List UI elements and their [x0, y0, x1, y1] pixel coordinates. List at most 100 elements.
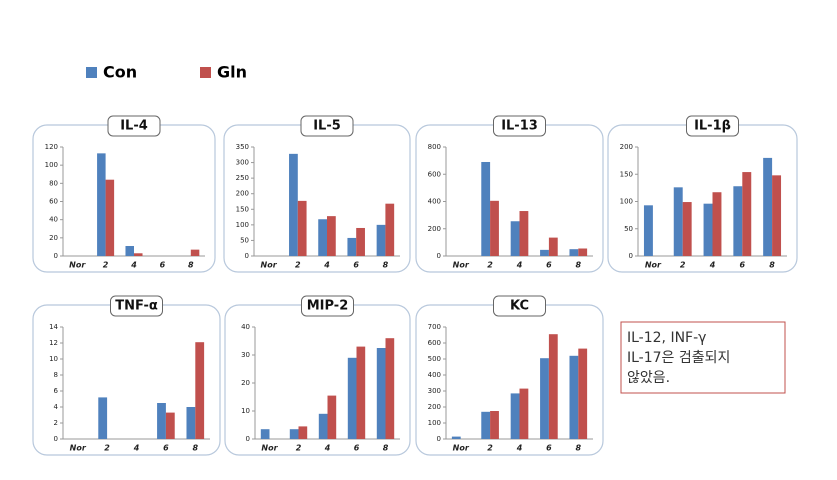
y-tick-label: 0	[54, 252, 58, 260]
x-tick-label: 8	[383, 261, 389, 270]
x-tick-label: 2	[296, 444, 302, 453]
x-tick-label: 4	[133, 444, 140, 453]
chart-title: IL-1β	[694, 119, 731, 134]
x-tick-label: 4	[130, 261, 137, 270]
bar	[519, 211, 529, 256]
x-tick-label: 6	[354, 444, 360, 453]
bar	[347, 357, 357, 439]
bar	[318, 219, 327, 256]
bar	[289, 429, 299, 439]
bar	[733, 186, 743, 256]
x-tick-label: 6	[160, 261, 166, 270]
bar	[356, 346, 366, 439]
bar	[578, 248, 588, 256]
y-tick-label: 300	[428, 387, 441, 395]
x-tick-label: 4	[324, 444, 331, 453]
bar	[385, 338, 395, 439]
y-tick-label: 40	[49, 216, 58, 224]
y-tick-label: 0	[629, 252, 633, 260]
chart-title: IL-5	[313, 119, 341, 134]
y-tick-label: 4	[54, 403, 59, 411]
title-box	[107, 115, 161, 137]
legend-label: Gln	[217, 63, 247, 82]
y-tick-label: 12	[49, 339, 58, 347]
x-tick-label: 8	[193, 444, 199, 453]
bar	[569, 249, 579, 256]
x-tick-label: Nor	[645, 261, 662, 270]
bar	[510, 393, 520, 439]
bar	[376, 348, 386, 439]
x-tick-label: 6	[353, 261, 359, 270]
bar	[451, 436, 461, 439]
x-tick-label: 8	[383, 444, 389, 453]
y-tick-label: 30	[241, 351, 250, 359]
y-tick-label: 100	[620, 198, 633, 206]
y-tick-label: 10	[241, 407, 250, 415]
x-tick-label: 6	[546, 261, 552, 270]
bar	[519, 388, 529, 439]
y-tick-label: 100	[45, 161, 58, 169]
bar	[643, 205, 653, 256]
y-tick-label: 20	[49, 234, 58, 242]
bar	[195, 342, 205, 439]
bar	[98, 397, 108, 439]
x-tick-label: Nor	[453, 261, 470, 270]
x-tick-label: Nor	[261, 444, 278, 453]
y-tick-label: 50	[240, 236, 249, 244]
chart-title: MIP-2	[307, 299, 349, 314]
y-tick-label: 14	[49, 323, 58, 331]
y-tick-label: 50	[624, 225, 633, 233]
x-tick-label: 8	[576, 444, 582, 453]
legend-swatch	[200, 67, 211, 78]
chart-title: IL-4	[120, 119, 148, 134]
y-tick-label: 400	[428, 198, 441, 206]
y-tick-label: 0	[245, 252, 249, 260]
legend-label: Con	[103, 63, 137, 82]
x-tick-label: 2	[487, 261, 493, 270]
y-tick-label: 200	[236, 190, 249, 198]
bar	[385, 203, 395, 256]
bar	[673, 187, 683, 256]
bar	[289, 153, 298, 256]
bar	[682, 202, 692, 256]
x-tick-label: Nor	[69, 261, 86, 270]
bar	[703, 203, 713, 256]
y-tick-label: 150	[620, 170, 633, 178]
chart-title: KC	[510, 299, 529, 314]
bar	[327, 216, 336, 256]
y-tick-label: 80	[49, 179, 58, 187]
bar	[510, 221, 520, 256]
y-tick-label: 8	[54, 371, 58, 379]
bar	[548, 334, 558, 439]
y-tick-label: 250	[236, 174, 249, 182]
y-tick-label: 0	[54, 435, 58, 443]
y-tick-label: 500	[428, 355, 441, 363]
y-tick-label: 6	[54, 387, 59, 395]
y-tick-label: 0	[437, 252, 441, 260]
x-tick-label: Nor	[70, 444, 87, 453]
bar	[490, 411, 499, 439]
y-tick-label: 350	[236, 143, 249, 151]
bar	[772, 175, 782, 256]
y-tick-label: 40	[241, 323, 250, 331]
bar	[327, 395, 337, 439]
y-tick-label: 0	[246, 435, 250, 443]
y-tick-label: 2	[54, 419, 58, 427]
title-box	[493, 295, 546, 317]
x-tick-label: Nor	[453, 444, 470, 453]
x-tick-label: 8	[576, 261, 582, 270]
bar	[540, 358, 549, 439]
y-tick-label: 10	[49, 355, 58, 363]
bar	[763, 157, 773, 256]
y-tick-label: 150	[236, 205, 249, 213]
title-box	[301, 295, 354, 317]
bar	[297, 200, 307, 256]
x-tick-label: 2	[103, 261, 109, 270]
bar	[548, 237, 558, 256]
note-line: 않았음.	[627, 370, 670, 386]
bar	[165, 412, 175, 439]
bar	[578, 348, 588, 439]
bar	[540, 249, 549, 256]
y-tick-label: 600	[428, 170, 441, 178]
